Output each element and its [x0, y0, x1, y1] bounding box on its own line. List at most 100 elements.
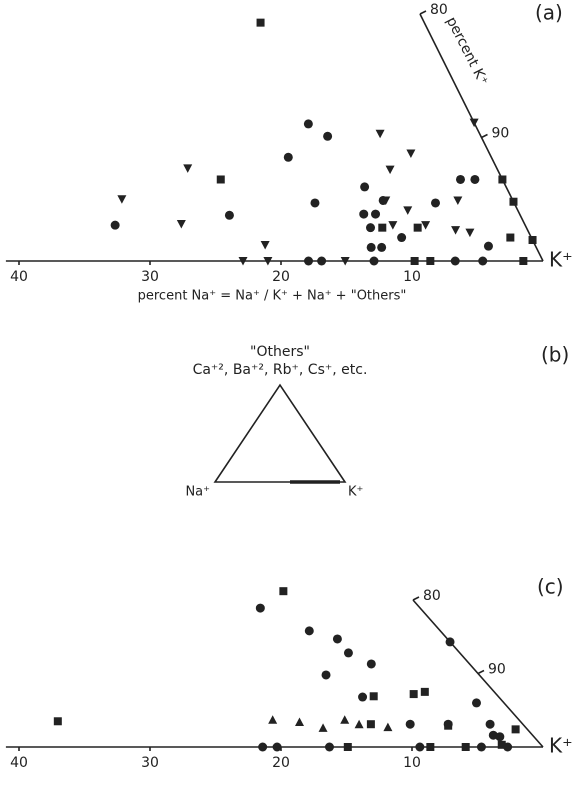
point — [445, 637, 455, 647]
point — [444, 721, 453, 730]
point — [497, 740, 506, 749]
point — [450, 256, 460, 266]
point — [403, 206, 413, 215]
x-tick-label: 20 — [272, 269, 290, 285]
point — [366, 720, 375, 729]
point — [453, 196, 463, 205]
point — [519, 257, 528, 265]
x-tick-label: 40 — [10, 755, 28, 771]
point — [420, 687, 429, 696]
point — [256, 18, 265, 27]
point — [465, 228, 475, 238]
point — [509, 197, 518, 206]
point — [304, 256, 314, 266]
point — [216, 175, 225, 184]
corner-label: K⁺ — [549, 734, 573, 758]
point — [354, 719, 364, 729]
x-tick-label: 30 — [141, 755, 159, 771]
point — [295, 717, 305, 727]
x-tick-label: 10 — [403, 755, 421, 771]
slant-tick-label: 80 — [430, 2, 448, 18]
top-sublabel: Ca⁺², Ba⁺², Rb⁺, Cs⁺, etc. — [193, 362, 368, 378]
point — [224, 210, 234, 220]
slant-tick — [412, 596, 420, 601]
point — [283, 152, 293, 162]
point — [483, 241, 493, 251]
point — [415, 742, 425, 752]
point — [421, 221, 431, 230]
point — [381, 196, 391, 205]
point — [358, 692, 368, 702]
x-tick-label: 20 — [272, 755, 290, 771]
triangle — [213, 383, 347, 483]
point — [272, 742, 282, 752]
point — [340, 715, 350, 724]
point — [340, 257, 350, 266]
point — [451, 226, 461, 235]
point — [409, 690, 418, 699]
slant-tick — [419, 10, 427, 15]
point — [310, 198, 320, 208]
right-label: K⁺ — [348, 485, 363, 500]
point — [455, 174, 465, 184]
point — [332, 634, 342, 644]
point — [279, 587, 288, 596]
slant-tick-label: 90 — [488, 662, 506, 678]
point — [343, 648, 353, 658]
point — [303, 119, 313, 129]
point — [377, 242, 387, 252]
left-label: Na⁺ — [185, 485, 210, 500]
point — [268, 715, 278, 724]
point — [176, 219, 186, 229]
point — [388, 221, 398, 230]
point — [385, 165, 395, 175]
point — [478, 256, 488, 266]
point — [430, 198, 440, 208]
panel-label: (c) — [537, 575, 564, 599]
point — [263, 257, 273, 266]
point — [461, 743, 470, 751]
point — [426, 743, 435, 751]
x-tick-label: 40 — [10, 269, 28, 285]
point — [470, 174, 480, 184]
point — [528, 236, 537, 245]
point — [304, 626, 314, 636]
point — [506, 233, 515, 242]
point — [258, 742, 268, 752]
point — [405, 719, 415, 729]
point — [426, 257, 435, 265]
point — [366, 242, 376, 252]
point — [406, 149, 416, 159]
point — [369, 692, 378, 701]
point — [410, 257, 419, 265]
point — [343, 743, 352, 751]
point — [110, 220, 120, 230]
inset-diagram: (b) "Others" Ca⁺², Ba⁺², Rb⁺, Cs⁺, etc. … — [185, 343, 569, 500]
panel-label: (a) — [535, 1, 563, 25]
point — [469, 118, 479, 128]
slant-tick — [481, 133, 488, 139]
point — [471, 698, 481, 708]
point — [321, 670, 331, 680]
point — [117, 195, 127, 204]
point — [375, 129, 385, 139]
point — [360, 182, 370, 192]
point — [495, 732, 505, 742]
x-tick-label: 10 — [403, 269, 421, 285]
slant-tick-label: 80 — [423, 588, 441, 604]
point — [366, 223, 376, 233]
point — [238, 257, 248, 266]
slant-axis-label: percent K⁺ — [443, 14, 491, 88]
point — [397, 233, 407, 243]
point — [359, 209, 369, 219]
point — [413, 223, 422, 232]
point — [260, 240, 270, 250]
top-label: "Others" — [250, 344, 310, 360]
point — [476, 742, 486, 752]
point — [366, 659, 376, 669]
point — [317, 256, 327, 266]
point — [485, 719, 495, 729]
point — [498, 175, 507, 184]
point — [369, 256, 379, 266]
